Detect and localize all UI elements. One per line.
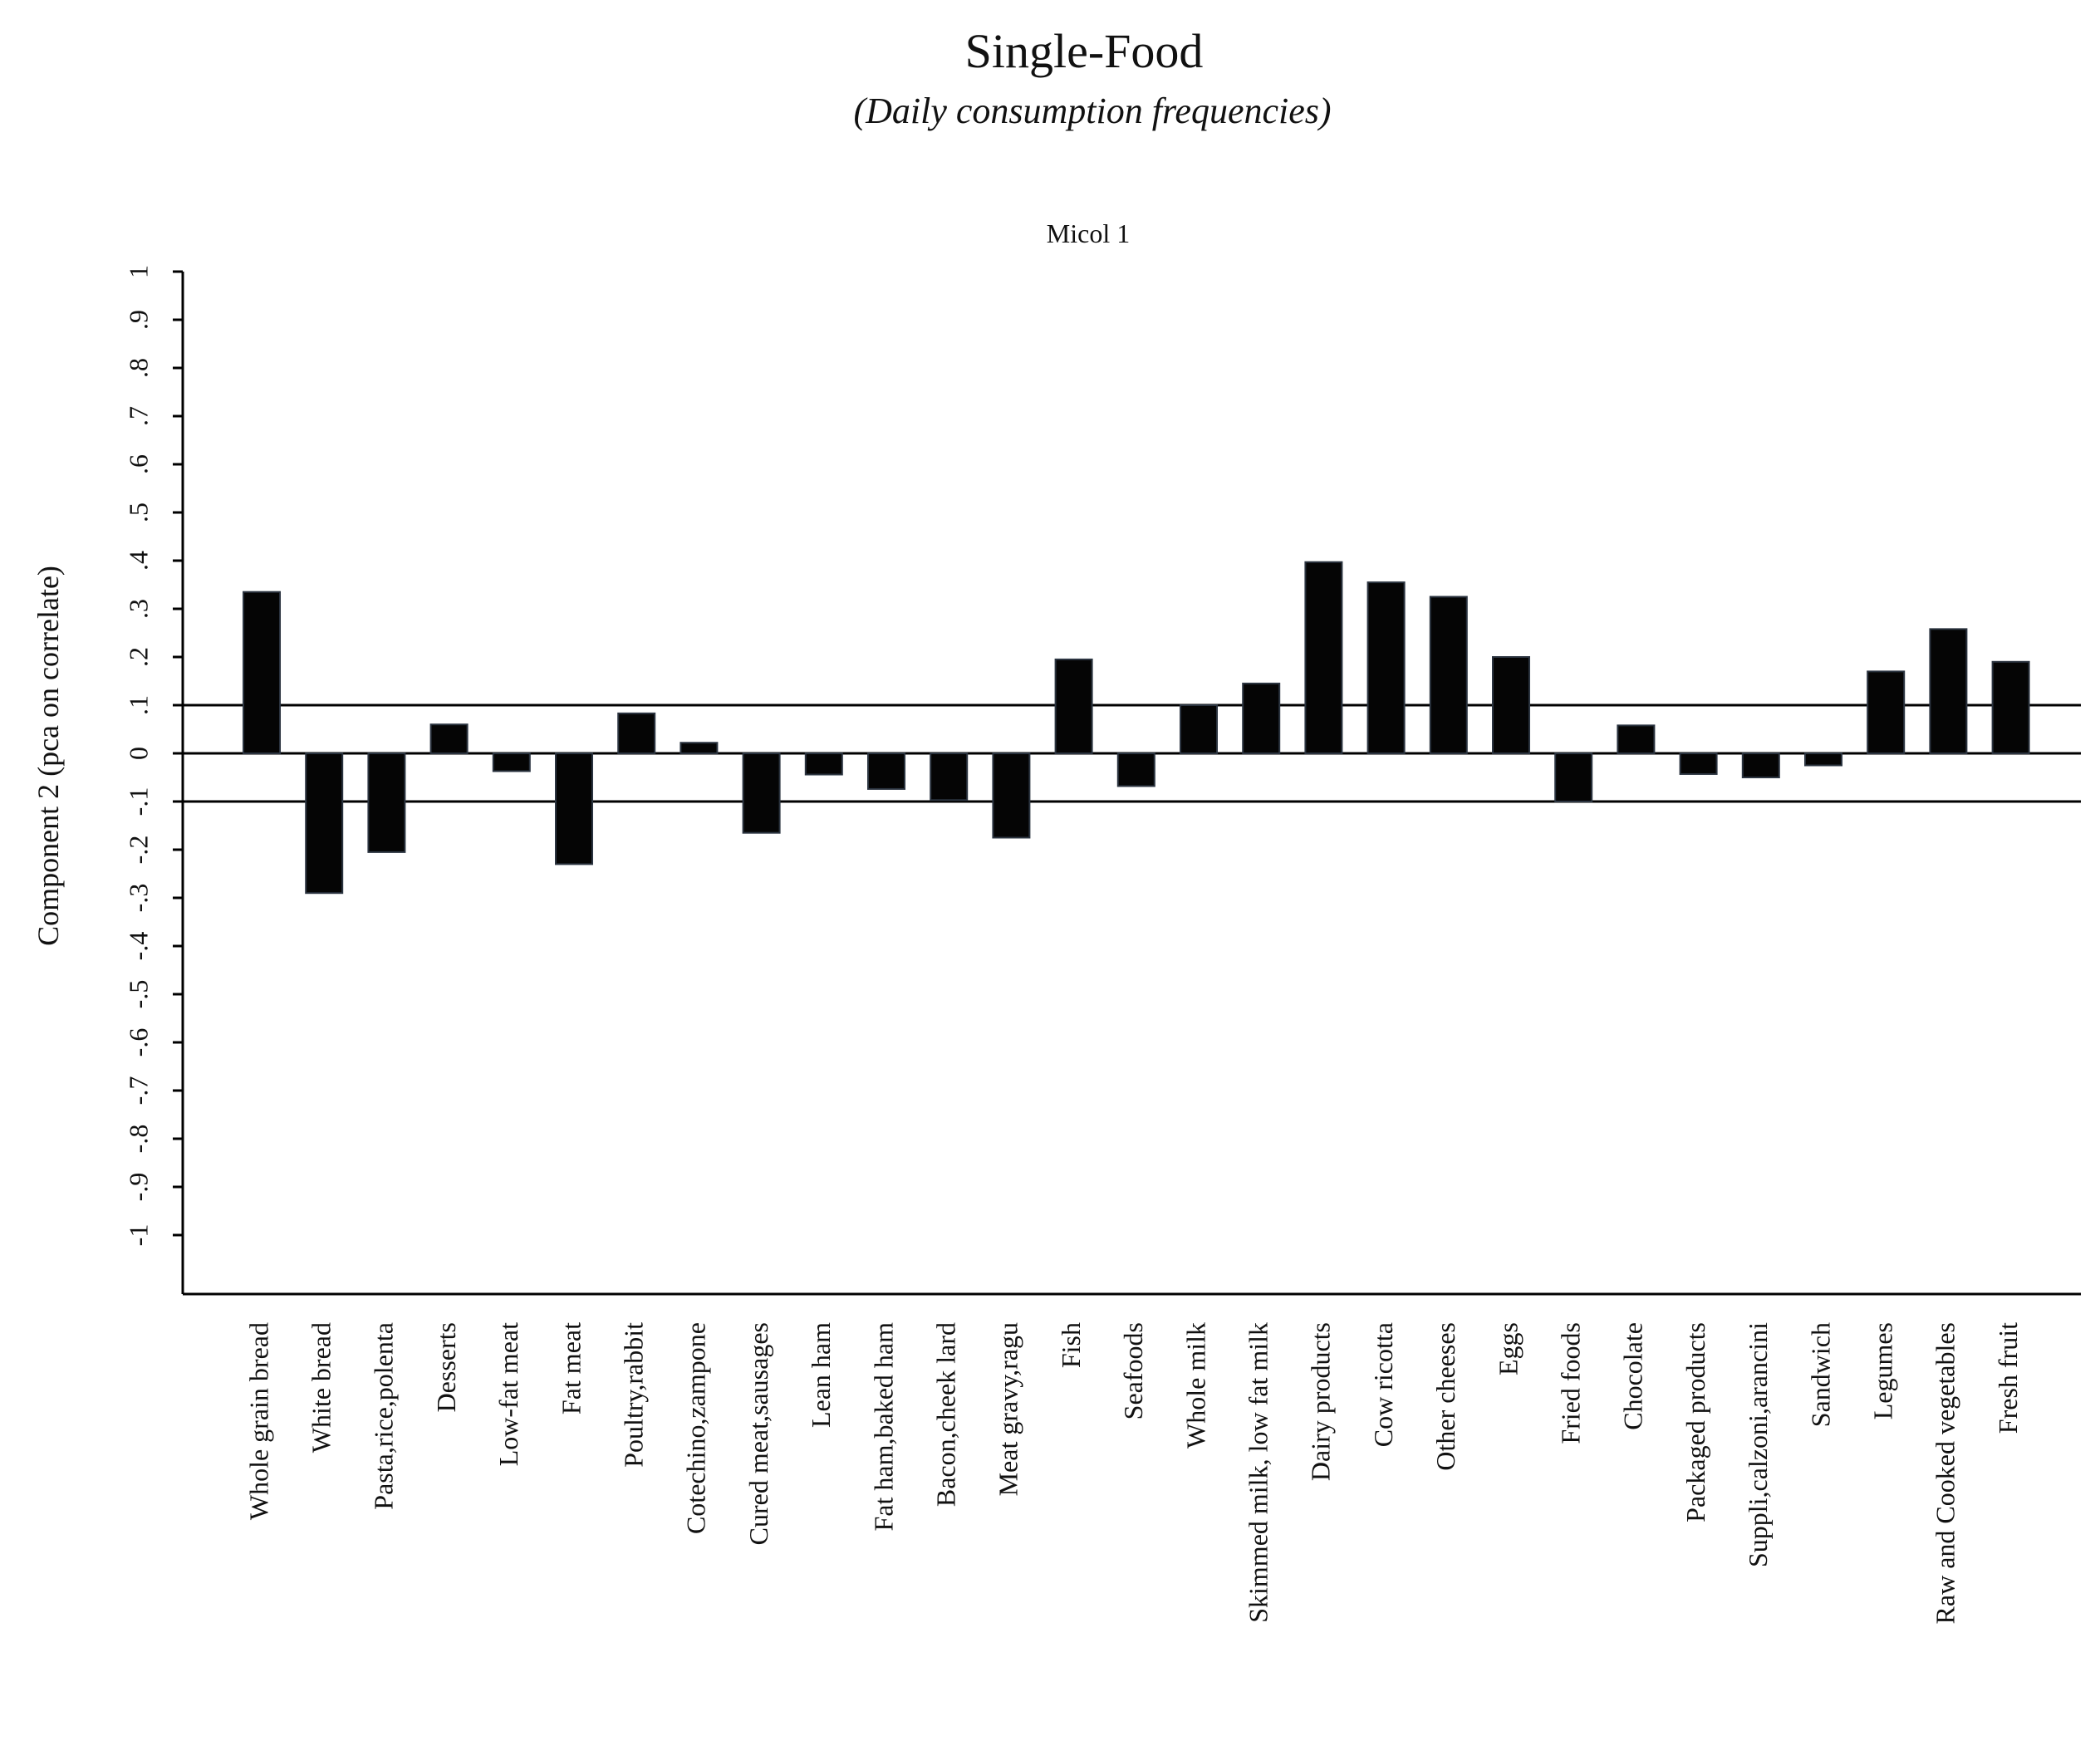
y-tick-label: .8 (123, 358, 153, 378)
y-tick-label: .2 (123, 647, 153, 667)
x-tick-label: Dairy products (1306, 1322, 1336, 1481)
y-tick-label: .7 (123, 406, 153, 426)
bar (1741, 753, 1780, 778)
y-tick-label: .6 (123, 454, 153, 474)
bar (243, 591, 281, 755)
bar (1617, 724, 1656, 754)
y-tick-label: -1 (123, 1224, 153, 1247)
bar (1180, 704, 1218, 754)
x-tick-label: Fresh fruit (1993, 1322, 2023, 1434)
x-tick-label: Suppli,calzoni,arancini (1743, 1322, 1773, 1567)
bar (1867, 670, 1906, 755)
page-subtitle: (Daily consumption frequencies) (853, 91, 1332, 131)
y-tick-label: -.9 (123, 1173, 153, 1202)
y-tick-label: 1 (123, 265, 153, 278)
x-tick-label: Whole milk (1180, 1322, 1210, 1449)
x-tick-label: Raw and Cooked vegetables (1931, 1322, 1960, 1624)
y-axis-label: Component 2 (pca on correlate) (32, 566, 65, 946)
bar (555, 753, 593, 865)
y-tick-label: 0 (123, 747, 153, 760)
x-tick-label: Other cheeses (1430, 1322, 1460, 1471)
y-tick-label: -.2 (123, 836, 153, 865)
x-tick-label: Meat gravy,ragu (994, 1322, 1023, 1496)
bar (1554, 753, 1593, 802)
bar (867, 753, 905, 790)
x-tick-label: Desserts (431, 1322, 461, 1412)
y-tick-label: .1 (123, 695, 153, 715)
bar (930, 753, 969, 802)
x-tick-label: Bacon,cheek lard (931, 1322, 961, 1507)
bar (617, 712, 656, 754)
x-tick-label: Cow ricotta (1368, 1322, 1398, 1447)
bar (367, 753, 406, 853)
x-tick-label: Whole grain bread (243, 1322, 273, 1520)
y-tick-label: .9 (123, 310, 153, 330)
y-tick-label: -.3 (123, 884, 153, 913)
x-tick-label: Cured meat,sausages (743, 1322, 773, 1545)
x-tick-label: Sandwich (1805, 1322, 1835, 1427)
bar (1991, 660, 2030, 754)
bar (992, 753, 1031, 839)
bar (1366, 581, 1406, 754)
bar (1804, 753, 1842, 767)
y-tick-label: -.8 (123, 1125, 153, 1154)
bar (1304, 561, 1343, 754)
x-tick-label: White bread (307, 1322, 336, 1453)
x-tick-label: Pasta,rice,polenta (369, 1322, 399, 1510)
bar (305, 753, 344, 895)
bar (492, 753, 531, 772)
x-tick-label: Fried foods (1556, 1322, 1586, 1444)
bar (1679, 753, 1718, 775)
x-tick-label: Legumes (1868, 1322, 1898, 1419)
x-tick-label: Fat ham,baked ham (868, 1322, 898, 1532)
x-tick-label: Chocolate (1618, 1322, 1648, 1430)
bar (429, 723, 469, 755)
y-tick-label: .3 (123, 599, 153, 619)
y-tick-label: -.1 (123, 787, 153, 816)
x-tick-label: Eggs (1493, 1322, 1523, 1375)
y-tick-label: -.7 (123, 1076, 153, 1106)
bar (1929, 628, 1968, 754)
bar (1116, 753, 1155, 787)
bar (742, 753, 781, 834)
x-tick-label: Cotechino,zampone (681, 1322, 711, 1534)
x-tick-label: Fish (1056, 1322, 1086, 1368)
x-tick-label: Poultry,rabbit (619, 1322, 649, 1468)
bar (680, 742, 719, 754)
y-tick-label: .5 (123, 503, 153, 522)
y-tick-label: -.6 (123, 1028, 153, 1057)
page-title: Single-Food (964, 24, 1204, 78)
y-tick-label: -.5 (123, 980, 153, 1009)
bar (1054, 658, 1093, 755)
y-tick-label: .4 (123, 551, 153, 571)
chart-title: Micol 1 (1047, 218, 1130, 248)
bar (1242, 682, 1281, 755)
x-tick-label: Low-fat meat (493, 1322, 523, 1466)
bar (1492, 656, 1530, 754)
y-tick-label: -.4 (123, 932, 153, 961)
x-tick-label: Lean ham (806, 1322, 836, 1428)
bar (804, 753, 843, 776)
x-tick-label: Skimmed milk, low fat milk (1244, 1322, 1273, 1623)
bar (1429, 596, 1468, 754)
x-tick-label: Packaged products (1680, 1322, 1710, 1522)
x-tick-label: Seafoods (1118, 1322, 1148, 1419)
x-tick-label: Fat meat (556, 1322, 586, 1414)
